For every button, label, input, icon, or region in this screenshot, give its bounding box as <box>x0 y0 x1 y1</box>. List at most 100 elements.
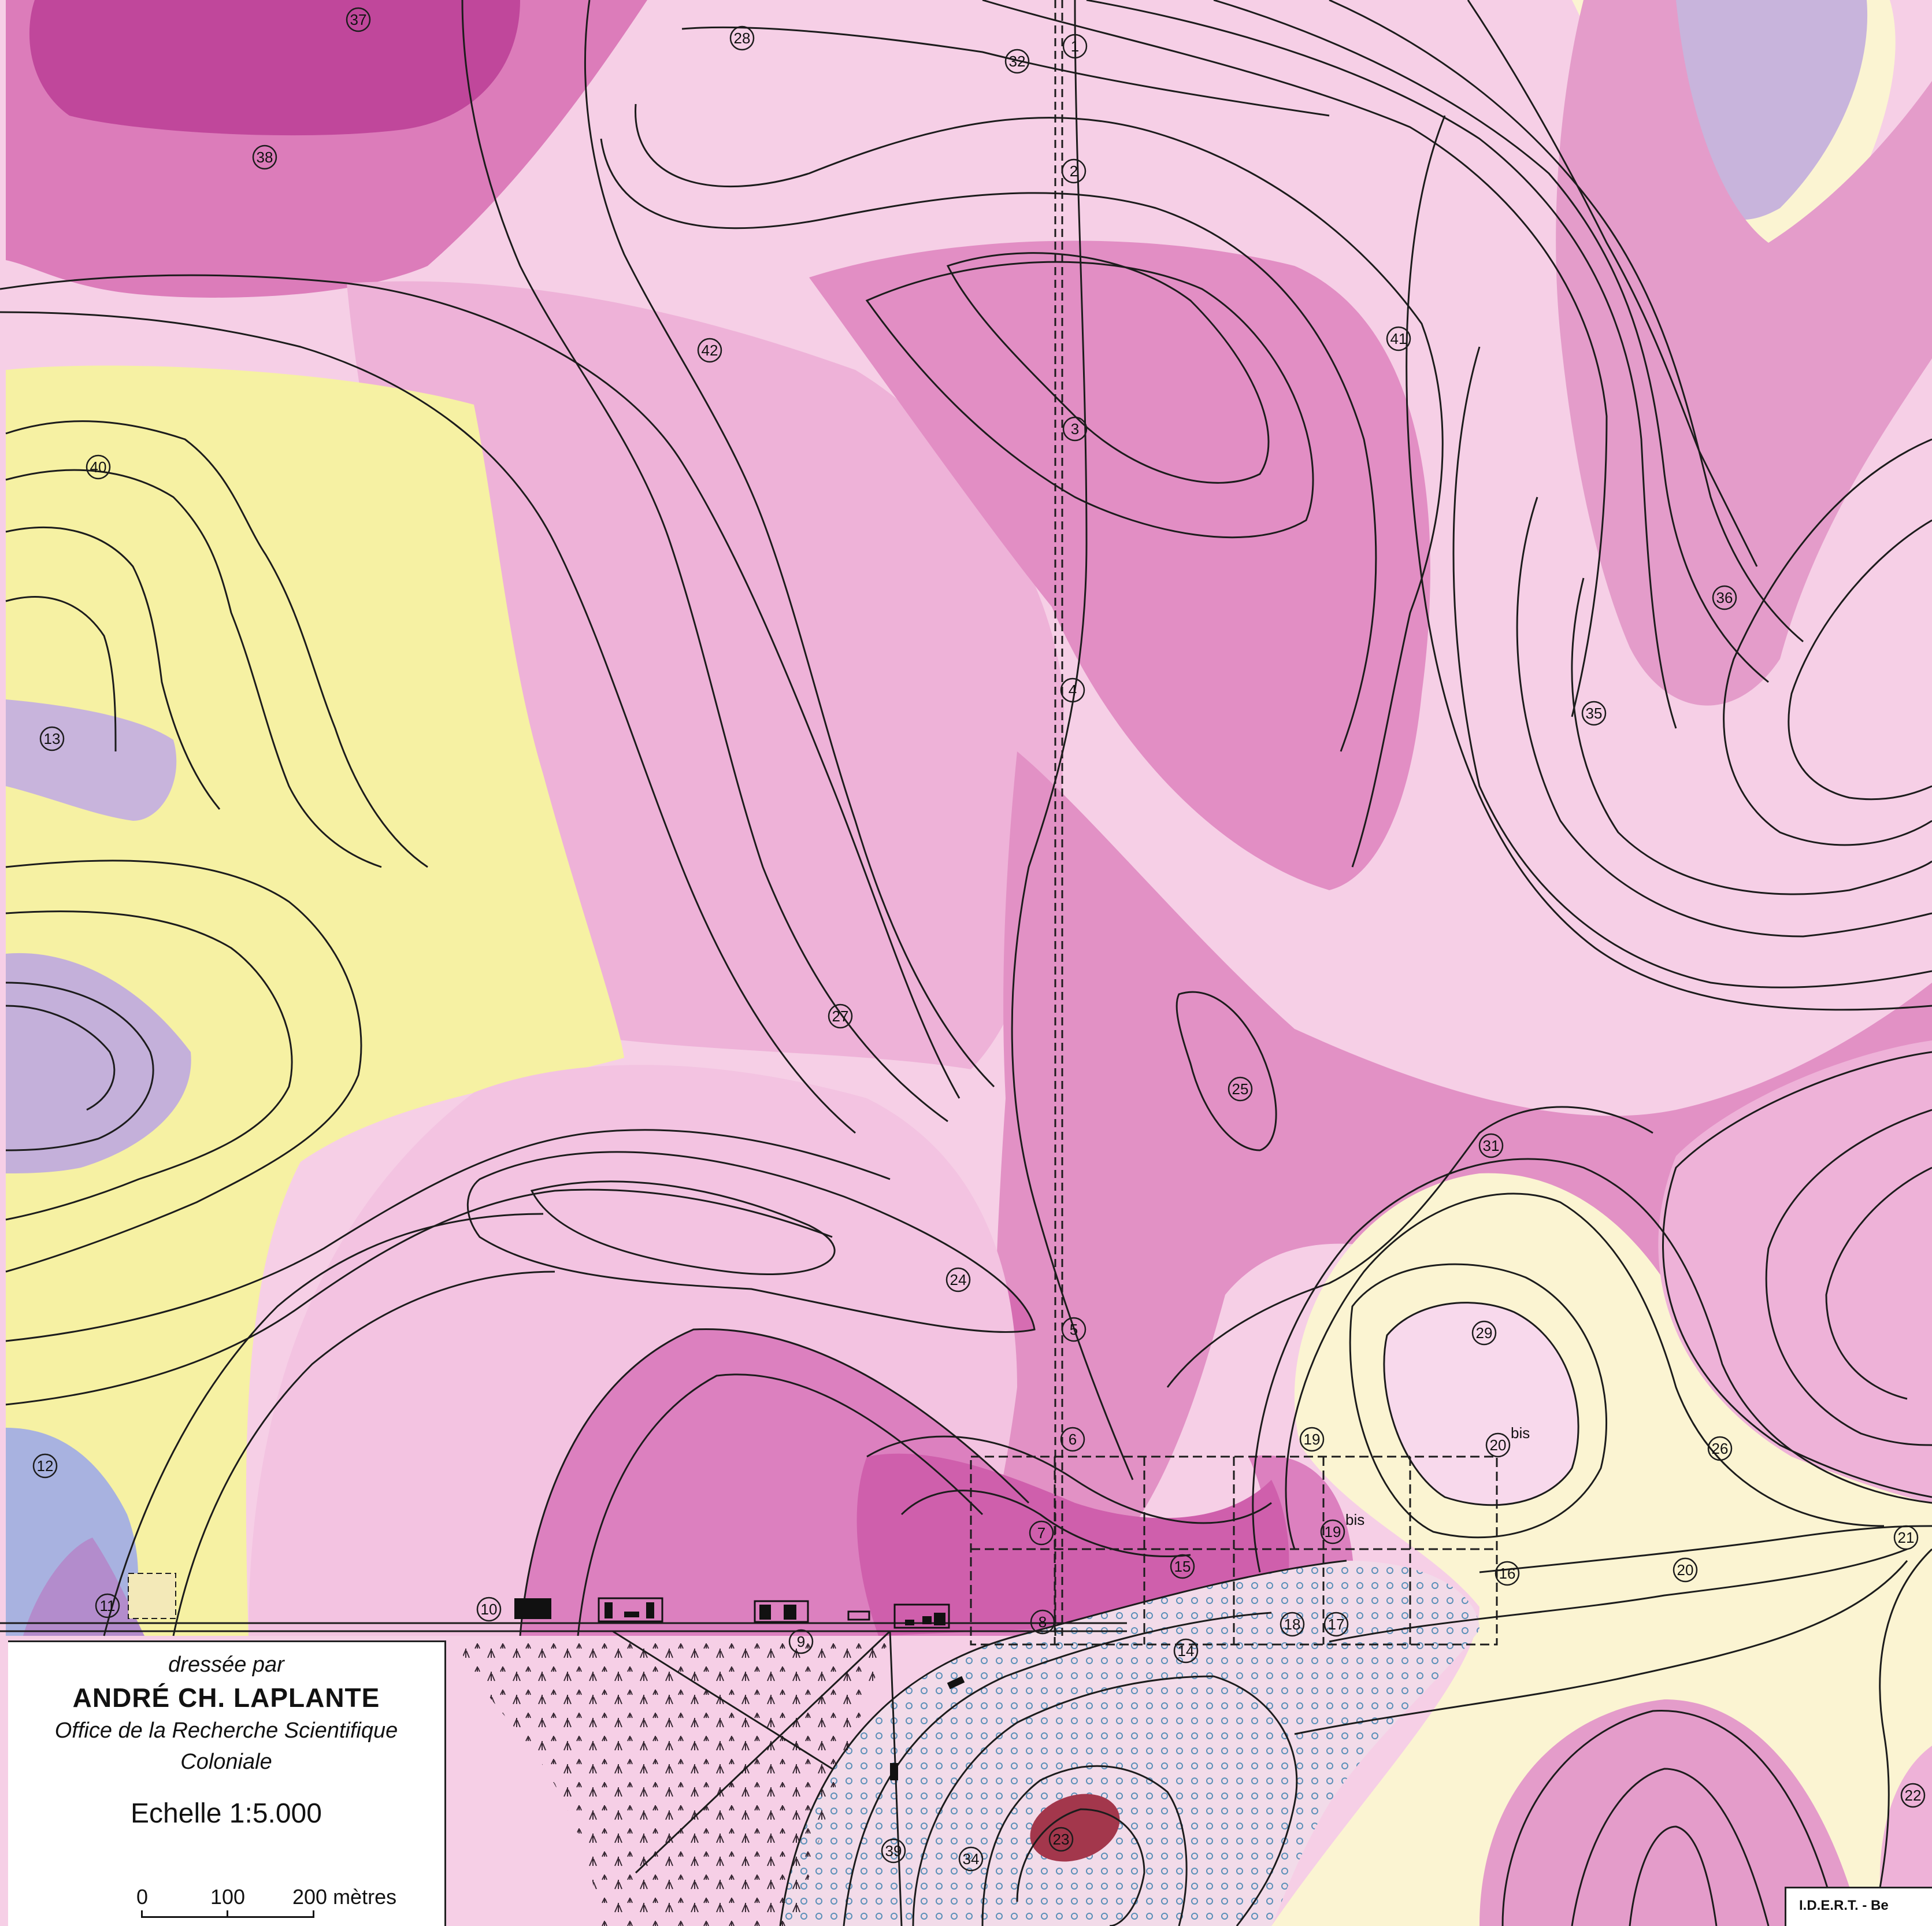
site-label-text: 7 <box>1037 1524 1045 1542</box>
site-label-text: 23 <box>1053 1831 1070 1848</box>
zone-dark-magenta-37 <box>29 0 520 136</box>
site-label-text: 32 <box>1009 53 1026 70</box>
site-label-text: 29 <box>1476 1324 1493 1342</box>
site-label-16: 16 <box>1495 1561 1520 1586</box>
site-label-circle <box>1323 1612 1349 1637</box>
site-label-circle <box>1060 677 1085 703</box>
site-label-circle <box>1707 1436 1733 1461</box>
site-label-text: 25 <box>1232 1080 1249 1098</box>
survey-grid <box>970 1455 1498 1646</box>
legend-box: dressée par ANDRÉ CH. LAPLANTE Office de… <box>8 1640 446 1926</box>
site-label-19: 19 <box>1299 1427 1325 1452</box>
site-label-circle <box>1029 1520 1054 1546</box>
site-label-34: 34 <box>958 1846 984 1872</box>
site-label-1: 1 <box>1062 34 1088 59</box>
zone-lavender-west <box>6 953 191 1173</box>
site-label-text: 37 <box>350 11 367 28</box>
site-label-circle <box>32 1453 58 1479</box>
site-label-text: 39 <box>885 1842 902 1860</box>
survey-traverse <box>1054 0 1063 1636</box>
site-label-37: 37 <box>346 7 371 32</box>
site-label-circle <box>697 338 722 363</box>
legend-org-line2: Coloniale <box>180 1750 272 1774</box>
site-label-text: 19 <box>1325 1523 1341 1540</box>
site-label-31: 31 <box>1478 1133 1504 1158</box>
site-label-circle <box>1062 416 1088 442</box>
site-label-circle <box>252 145 277 170</box>
site-label-7: 7 <box>1029 1520 1054 1546</box>
site-label-3: 3 <box>1062 416 1088 442</box>
site-label-circle <box>1062 34 1088 59</box>
site-label-15: 15 <box>1170 1554 1195 1579</box>
site-label-41: 41 <box>1386 326 1411 351</box>
site-label-2: 2 <box>1061 158 1086 184</box>
site-label-text: 16 <box>1499 1565 1516 1582</box>
site-label-text: 2 <box>1070 162 1078 180</box>
site-label-text: 4 <box>1069 681 1077 699</box>
site-label-14: 14 <box>1173 1638 1199 1664</box>
site-label-27: 27 <box>828 1003 853 1029</box>
zone-lavender-northeast <box>1664 0 1868 220</box>
scale-tick-0: 0 <box>136 1885 149 1909</box>
site-label-bis: bis <box>1345 1511 1364 1528</box>
site-label-25: 25 <box>1228 1076 1253 1102</box>
site-label-40: 40 <box>86 454 111 480</box>
site-label-text: 31 <box>1483 1137 1500 1154</box>
site-label-circle <box>958 1846 984 1872</box>
site-label-9: 9 <box>788 1629 814 1654</box>
site-label-text: 17 <box>1328 1616 1345 1633</box>
buildings <box>514 1597 965 1780</box>
site-label-circle <box>729 25 755 51</box>
site-label-36: 36 <box>1712 585 1737 610</box>
site-label-24: 24 <box>945 1267 971 1292</box>
zone-dark-magenta-7 <box>856 1453 1289 1636</box>
site-label-text: 36 <box>1716 589 1733 606</box>
site-label-text: 38 <box>257 149 273 166</box>
site-label-circle <box>39 726 65 751</box>
site-label-text: 8 <box>1039 1613 1047 1631</box>
site-label-8: 8 <box>1030 1609 1055 1635</box>
scale-tick-100: 100 <box>210 1885 246 1909</box>
site-label-text: 40 <box>90 458 107 476</box>
site-label-text: 9 <box>797 1633 805 1650</box>
site-label-29: 29 <box>1471 1320 1497 1346</box>
zone-pink-29 <box>1384 1302 1579 1505</box>
site-label-circle <box>86 454 111 480</box>
site-label-circle <box>1299 1427 1325 1452</box>
site-label-circle <box>1048 1827 1074 1852</box>
site-label-20: 20 <box>1673 1557 1698 1583</box>
site-label-text: 42 <box>702 342 718 359</box>
site-label-text: 20 <box>1490 1436 1507 1454</box>
site-label-circle <box>1060 1427 1085 1452</box>
scale-mark-0 <box>141 1910 143 1918</box>
site-label-12: 12 <box>32 1453 58 1479</box>
site-label-text: 19 <box>1304 1431 1321 1448</box>
site-label-text: 13 <box>44 730 61 747</box>
site-label-4: 4 <box>1060 677 1085 703</box>
site-label-circle <box>1004 49 1030 74</box>
site-label-text: 24 <box>950 1271 967 1288</box>
site-label-text: 12 <box>37 1457 54 1475</box>
site-label-circle <box>1386 326 1411 351</box>
site-label-5: 5 <box>1061 1317 1086 1342</box>
zone-magenta-east-36 <box>1556 0 1932 706</box>
small-plot-11 <box>128 1573 176 1619</box>
site-label-text: 21 <box>1898 1529 1915 1546</box>
site-label-42: 42 <box>697 338 722 363</box>
site-label-circle <box>788 1629 814 1654</box>
printer-credit: I.D.E.R.T. - Be <box>1785 1887 1932 1926</box>
site-label-text: 20 <box>1677 1561 1694 1579</box>
scale-mark-200 <box>313 1910 314 1918</box>
site-label-circle <box>1061 1317 1086 1342</box>
site-label-text: 35 <box>1586 705 1603 722</box>
site-label-circle <box>1900 1783 1926 1808</box>
legend-scale: Echelle 1:5.000 <box>131 1798 322 1829</box>
site-label-17: 17 <box>1323 1612 1349 1637</box>
zone-magenta-southeast <box>1479 1699 1861 1926</box>
site-label-circle <box>1712 585 1737 610</box>
